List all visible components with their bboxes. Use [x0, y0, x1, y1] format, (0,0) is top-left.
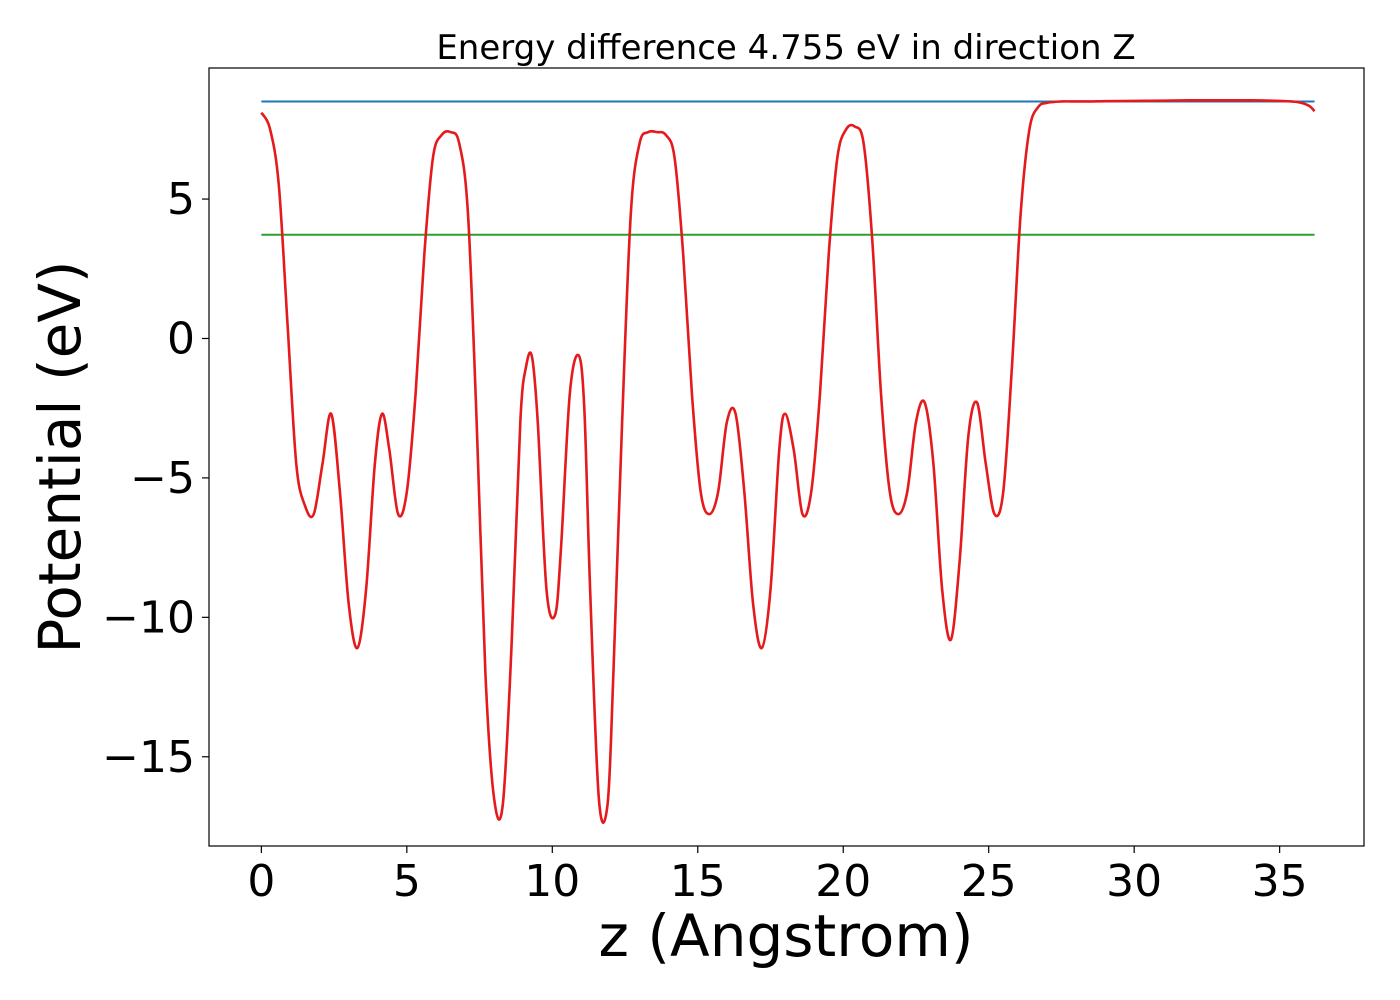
x-tick-label: 10: [524, 856, 580, 907]
x-axis-label: z (Angstrom): [599, 902, 974, 970]
y-axis: 5 0 −5 −10 −15: [102, 174, 209, 783]
x-tick-label: 20: [815, 856, 871, 907]
y-tick-label: −10: [102, 592, 195, 643]
series-line-3: [260, 99, 1316, 824]
y-tick-label: 5: [167, 174, 195, 225]
x-tick-label: 25: [961, 856, 1017, 907]
y-tick-label: −15: [102, 732, 195, 783]
plot-frame: [208, 67, 1365, 847]
x-tick-label: 5: [393, 856, 421, 907]
x-axis: 0 5 10 15 20 25 30 35: [247, 846, 1308, 907]
x-tick-label: 15: [670, 856, 726, 907]
chart-title: Energy difference 4.755 eV in direction …: [436, 28, 1135, 68]
x-tick-label: 0: [247, 856, 275, 907]
x-tick-label: 35: [1252, 856, 1308, 907]
y-tick-label: 0: [167, 313, 195, 364]
y-axis-label: Potential (eV): [26, 260, 94, 653]
x-tick-label: 30: [1106, 856, 1162, 907]
series-layer: [260, 99, 1316, 824]
y-tick-label: −5: [130, 453, 195, 504]
